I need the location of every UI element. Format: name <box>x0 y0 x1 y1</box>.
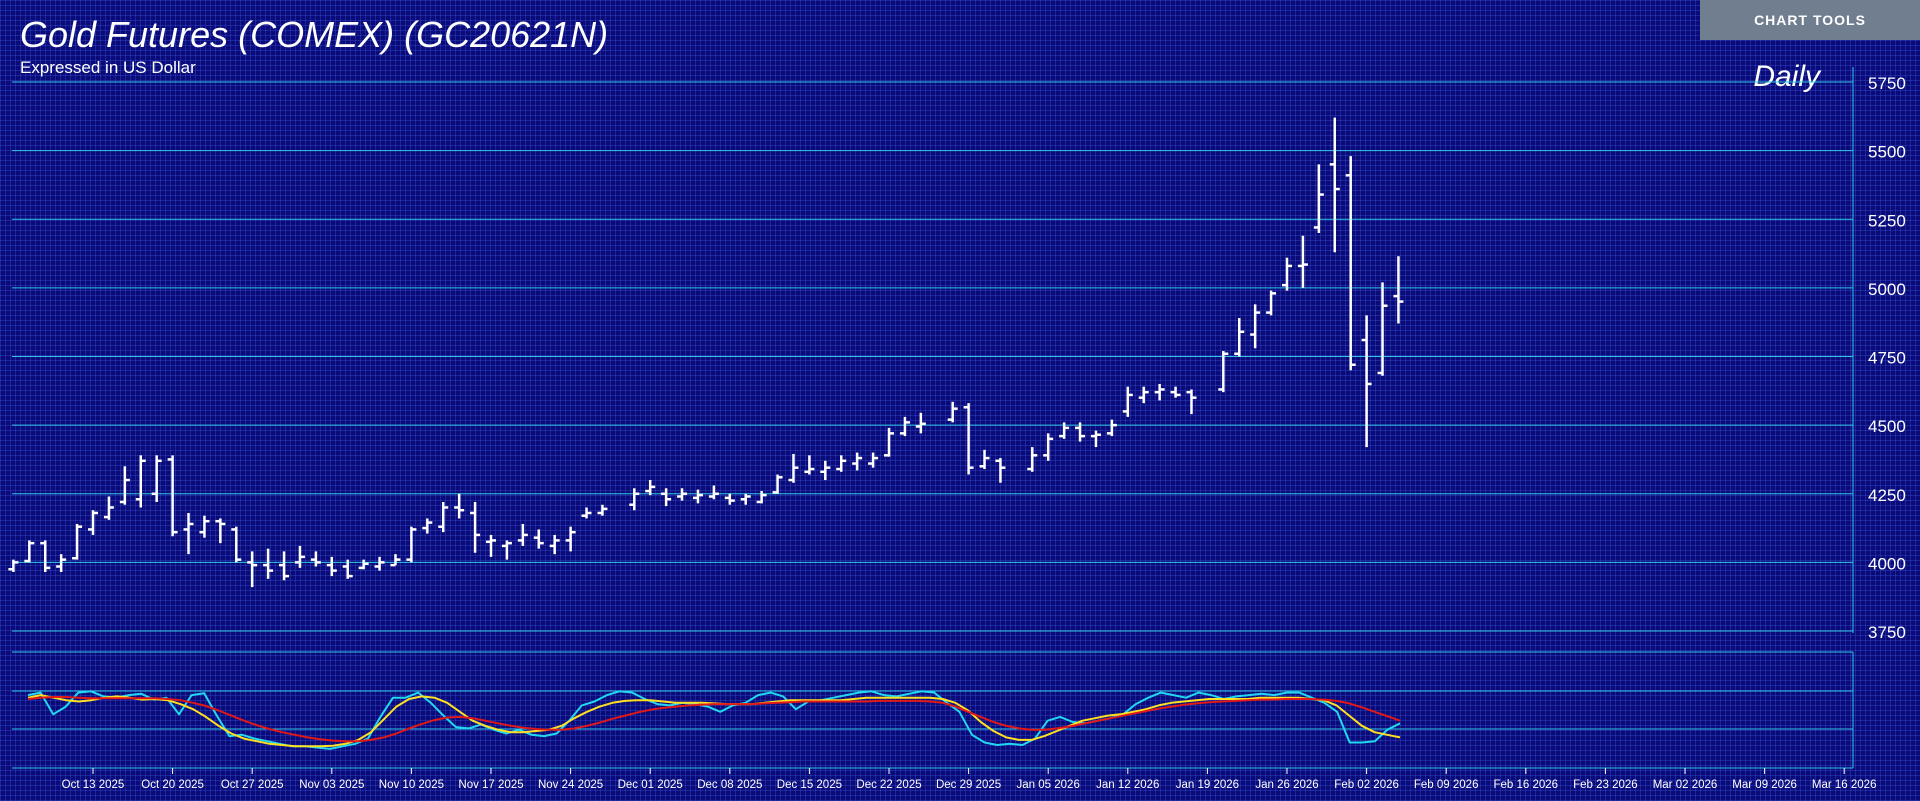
price-tick-label: 4000 <box>1868 554 1906 573</box>
price-tick-label: 4250 <box>1868 486 1906 505</box>
chart-title: Gold Futures (COMEX) (GC20621N) <box>20 14 609 55</box>
date-tick-label: Dec 08 2025 <box>697 779 762 791</box>
oscillator-line <box>27 696 1401 743</box>
price-tick-label: 3750 <box>1868 623 1906 642</box>
date-tick-label: Dec 01 2025 <box>618 779 683 791</box>
chart-subtitle: Expressed in US Dollar <box>20 58 196 77</box>
date-tick-label: Jan 26 2026 <box>1255 779 1318 791</box>
date-tick-label: Dec 22 2025 <box>856 779 921 791</box>
oscillator-panel <box>12 651 1854 769</box>
date-tick-label: Nov 24 2025 <box>538 779 603 791</box>
price-tick-label: 5750 <box>1868 74 1906 93</box>
date-tick-label: Mar 16 2026 <box>1812 779 1877 791</box>
date-tick-label: Jan 19 2026 <box>1176 779 1239 791</box>
chart-tools-button[interactable]: CHART TOOLS <box>1700 0 1920 40</box>
price-tick-label: 5000 <box>1868 280 1906 299</box>
price-tick-label: 4500 <box>1868 417 1906 436</box>
price-tick-label: 5250 <box>1868 211 1906 230</box>
date-tick-label: Mar 02 2026 <box>1653 779 1718 791</box>
date-axis-ticks: Oct 13 2025 Oct 20 2025 Oct 27 2025 Nov 03 … <box>62 768 1877 791</box>
date-tick-label: Dec 15 2025 <box>777 779 842 791</box>
date-tick-label: Dec 29 2025 <box>936 779 1001 791</box>
date-tick-label: Jan 12 2026 <box>1096 779 1159 791</box>
date-tick-label: Feb 16 2026 <box>1494 779 1559 791</box>
period-label[interactable]: Daily <box>1753 60 1820 93</box>
oscillator-line <box>27 690 1401 750</box>
price-bars <box>8 117 1404 588</box>
date-tick-label: Nov 17 2025 <box>458 779 523 791</box>
date-tick-label: Jan 05 2026 <box>1017 779 1080 791</box>
price-tick-label: 5500 <box>1868 143 1906 162</box>
date-tick-label: Mar 09 2026 <box>1732 779 1797 791</box>
date-tick-label: Feb 23 2026 <box>1573 779 1638 791</box>
date-tick-label: Oct 27 2025 <box>221 779 284 791</box>
oscillator-lines <box>27 690 1401 750</box>
date-tick-label: Feb 09 2026 <box>1414 779 1479 791</box>
date-tick-label: Nov 03 2025 <box>299 779 364 791</box>
price-gridlines <box>12 81 1853 632</box>
date-tick-label: Oct 20 2025 <box>141 779 204 791</box>
price-tick-label: 4750 <box>1868 349 1906 368</box>
date-tick-label: Oct 13 2025 <box>62 779 125 791</box>
price-axis-ticks: 5750 5500 5250 5000 4750 4500 4250 4000 3750 <box>1868 74 1906 642</box>
date-tick-label: Nov 10 2025 <box>379 779 444 791</box>
date-tick-label: Feb 02 2026 <box>1334 779 1399 791</box>
